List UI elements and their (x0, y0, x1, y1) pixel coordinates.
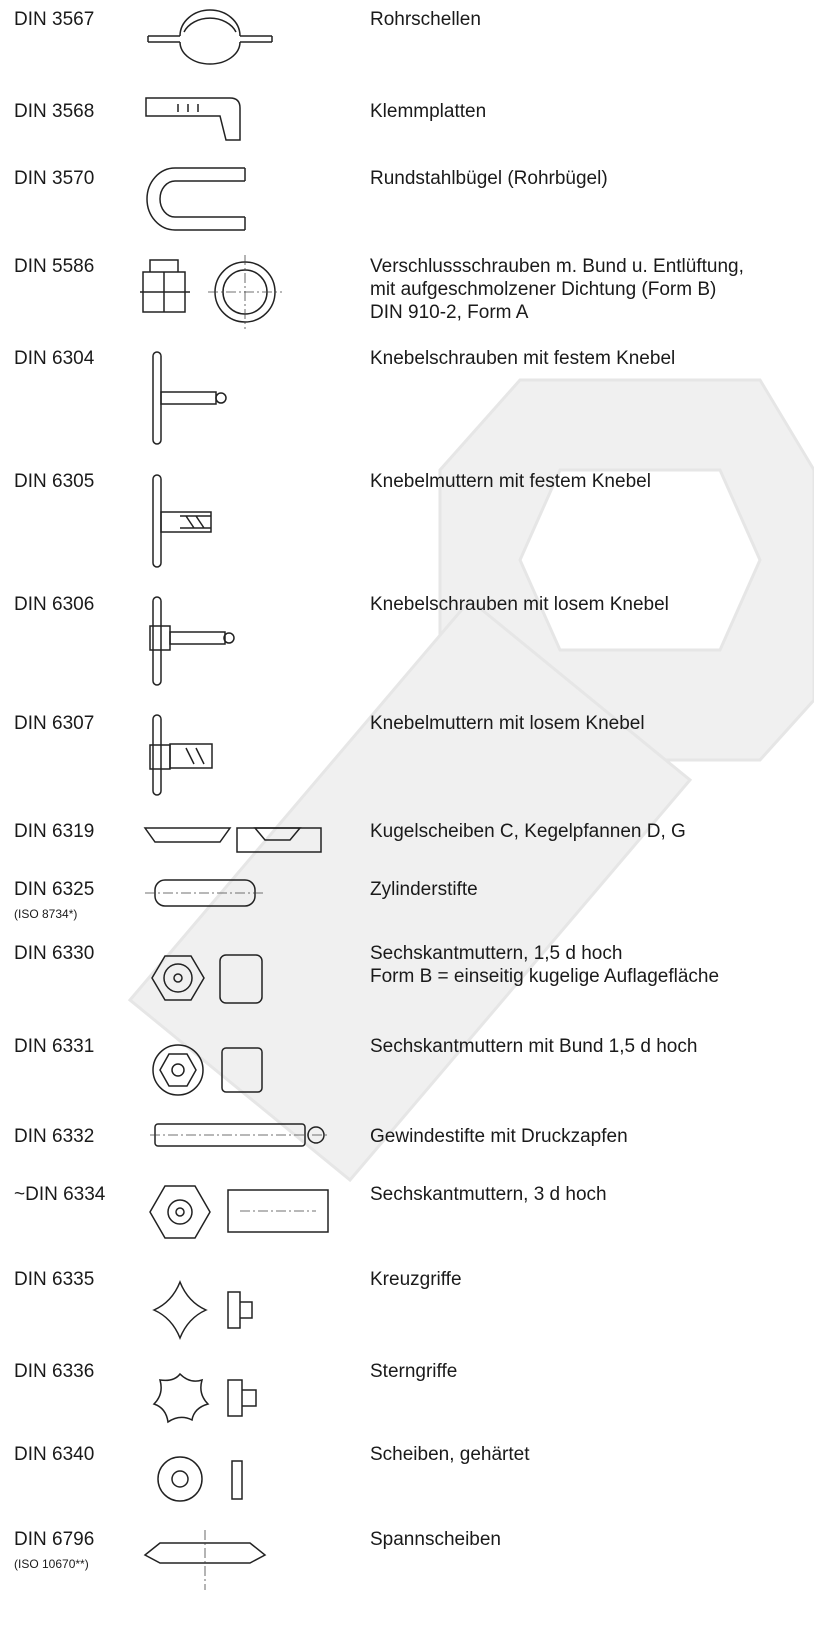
description: Scheiben, gehärtet (370, 1444, 530, 1465)
standard-code: DIN 6335 (14, 1269, 94, 1290)
drawing-stroke (157, 1456, 203, 1502)
standard-code: DIN 6331 (14, 1036, 94, 1057)
drawing-stroke (147, 9, 273, 65)
drawing-stroke (146, 167, 246, 231)
drawing-stroke (185, 747, 205, 765)
drawing-stroke (140, 259, 190, 313)
drawing-stroke (152, 714, 162, 796)
description: Knebelmuttern mit losem Knebel (370, 713, 645, 734)
standard-code: DIN 6306 (14, 594, 94, 615)
drawing-stroke (152, 1279, 253, 1341)
drawing-stroke (180, 515, 211, 529)
standard-code: DIN 6330 (14, 943, 94, 964)
standard-code: ~DIN 6334 (14, 1184, 106, 1205)
drawing-stroke (152, 474, 162, 568)
drawing-stroke (169, 631, 226, 645)
description: DIN 910-2, Form A (370, 302, 529, 323)
drawing-stroke (160, 391, 217, 405)
drawing-stroke (223, 632, 235, 644)
standard-code: DIN 6305 (14, 471, 94, 492)
standard-code: DIN 5586 (14, 256, 94, 277)
description: Gewindestifte mit Druckzapfen (370, 1126, 628, 1147)
description: Rundstahlbügel (Rohrbügel) (370, 168, 608, 189)
drawing-stroke (221, 1047, 263, 1093)
drawing-stroke (160, 511, 212, 533)
drawing-stroke (219, 954, 263, 1004)
standard-code: DIN 3567 (14, 9, 94, 30)
rows: DIN 3567 Rohrschellen DIN 3568 Klemmplatten… (14, 9, 744, 1571)
description: Form B = einseitig kugelige Auflagefläch… (370, 966, 719, 987)
standard-code: DIN 6304 (14, 348, 95, 369)
standard-code: DIN 6340 (14, 1444, 94, 1465)
drawing-stroke (208, 255, 282, 329)
standard-code: DIN 6319 (14, 821, 94, 842)
icons (140, 9, 330, 1590)
standard-code: DIN 6332 (14, 1126, 94, 1147)
drawing-stroke (149, 1185, 211, 1239)
description: Rohrschellen (370, 9, 481, 30)
drawing-stroke (171, 1063, 185, 1077)
drawing-stroke (152, 1044, 204, 1096)
drawing-stroke (143, 1542, 267, 1564)
description: Verschlussschrauben m. Bund u. Entlüftun… (370, 256, 744, 277)
standard-code: DIN 3568 (14, 101, 94, 122)
drawing-stroke (175, 1207, 185, 1217)
drawing-stroke (215, 392, 227, 404)
drawing-stroke (145, 97, 241, 141)
iso-note: (ISO 8734*) (14, 907, 77, 921)
drawing-stroke (159, 1053, 197, 1087)
iso-note: (ISO 10670**) (14, 1557, 89, 1571)
drawing-stroke (152, 596, 162, 686)
drawing-stroke (227, 1189, 329, 1233)
description: Knebelschrauben mit festem Knebel (370, 348, 675, 369)
drawing-stroke (152, 1372, 257, 1424)
description: Sterngriffe (370, 1361, 457, 1382)
drawing-stroke (253, 827, 302, 841)
description: Knebelschrauben mit losem Knebel (370, 594, 669, 615)
description: mit aufgeschmolzener Dichtung (Form B) (370, 279, 716, 300)
description: Sechskantmuttern mit Bund 1,5 d hoch (370, 1036, 697, 1057)
drawing-stroke (173, 973, 183, 983)
description: Kugelscheiben C, Kegelpfannen D, G (370, 821, 686, 842)
standard-code: DIN 6307 (14, 713, 94, 734)
description: Knebelmuttern mit festem Knebel (370, 471, 651, 492)
description: Spannscheiben (370, 1529, 501, 1550)
drawing-stroke (231, 1460, 243, 1500)
drawing-stroke (151, 955, 205, 1001)
description: Sechskantmuttern, 1,5 d hoch (370, 943, 622, 964)
watermark (127, 378, 814, 1183)
drawing-stroke (152, 351, 162, 445)
description: Kreuzgriffe (370, 1269, 462, 1290)
drawing-stroke (143, 827, 232, 843)
standard-code: DIN 6796 (14, 1529, 94, 1550)
standard-code: DIN 6325 (14, 879, 94, 900)
description: Zylinderstifte (370, 879, 478, 900)
drawing-stroke (163, 963, 193, 993)
drawing-stroke (169, 743, 213, 769)
description: Sechskantmuttern, 3 d hoch (370, 1184, 607, 1205)
drawing-stroke (518, 468, 762, 652)
drawing-stroke (171, 1470, 189, 1488)
drawing-stroke (127, 597, 693, 1183)
drawing-stroke (167, 1199, 193, 1225)
description: Klemmplatten (370, 101, 486, 122)
standard-code: DIN 6336 (14, 1361, 94, 1382)
standard-code: DIN 3570 (14, 168, 94, 189)
